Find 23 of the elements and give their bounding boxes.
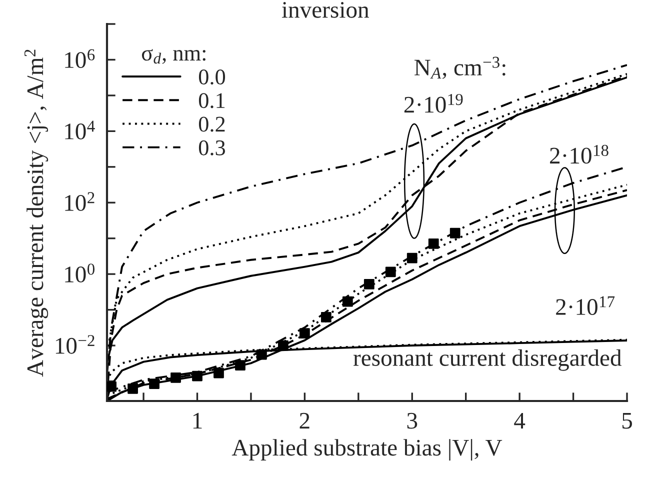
legend-title: σ$_{d}$, nm:	[142, 49, 206, 64]
legend-label: 0.0	[198, 69, 226, 85]
x-tick-label: 1	[193, 412, 202, 428]
x-axis-title: Applied substrate bias |V|, V	[232, 439, 502, 461]
y-tick-label: 10$^{0}$	[65, 264, 95, 282]
y-tick-label: 10$^{−2}$	[56, 335, 94, 354]
x-tick-label: 5	[622, 413, 632, 429]
x-tick-label: 2	[300, 412, 310, 428]
x-tick-label: 4	[514, 412, 526, 428]
annotation: resonant current disregarded	[353, 349, 622, 371]
text: inversion	[282, 2, 369, 18]
x-tick-label: 3	[407, 412, 418, 429]
annotation: 2·10$^{18}$	[550, 144, 608, 164]
y-tick-label: 10$^{2}$	[65, 192, 94, 211]
legend-label: 0.2	[198, 116, 225, 132]
y-tick-label: 10$^{6}$	[65, 49, 95, 68]
y-axis-title: Average current density <j>, A/m$^{2}$	[24, 50, 48, 377]
annotation: N$_{A}$, cm$^{−3}$:	[414, 56, 506, 79]
legend-label: 0.3	[198, 140, 226, 156]
y-tick-label: 10$^{4}$	[65, 120, 95, 140]
annotation: 2·10$^{19}$	[404, 94, 463, 113]
annotation: 2·10$^{17}$	[556, 296, 615, 315]
legend-label: 0.1	[198, 93, 225, 108]
